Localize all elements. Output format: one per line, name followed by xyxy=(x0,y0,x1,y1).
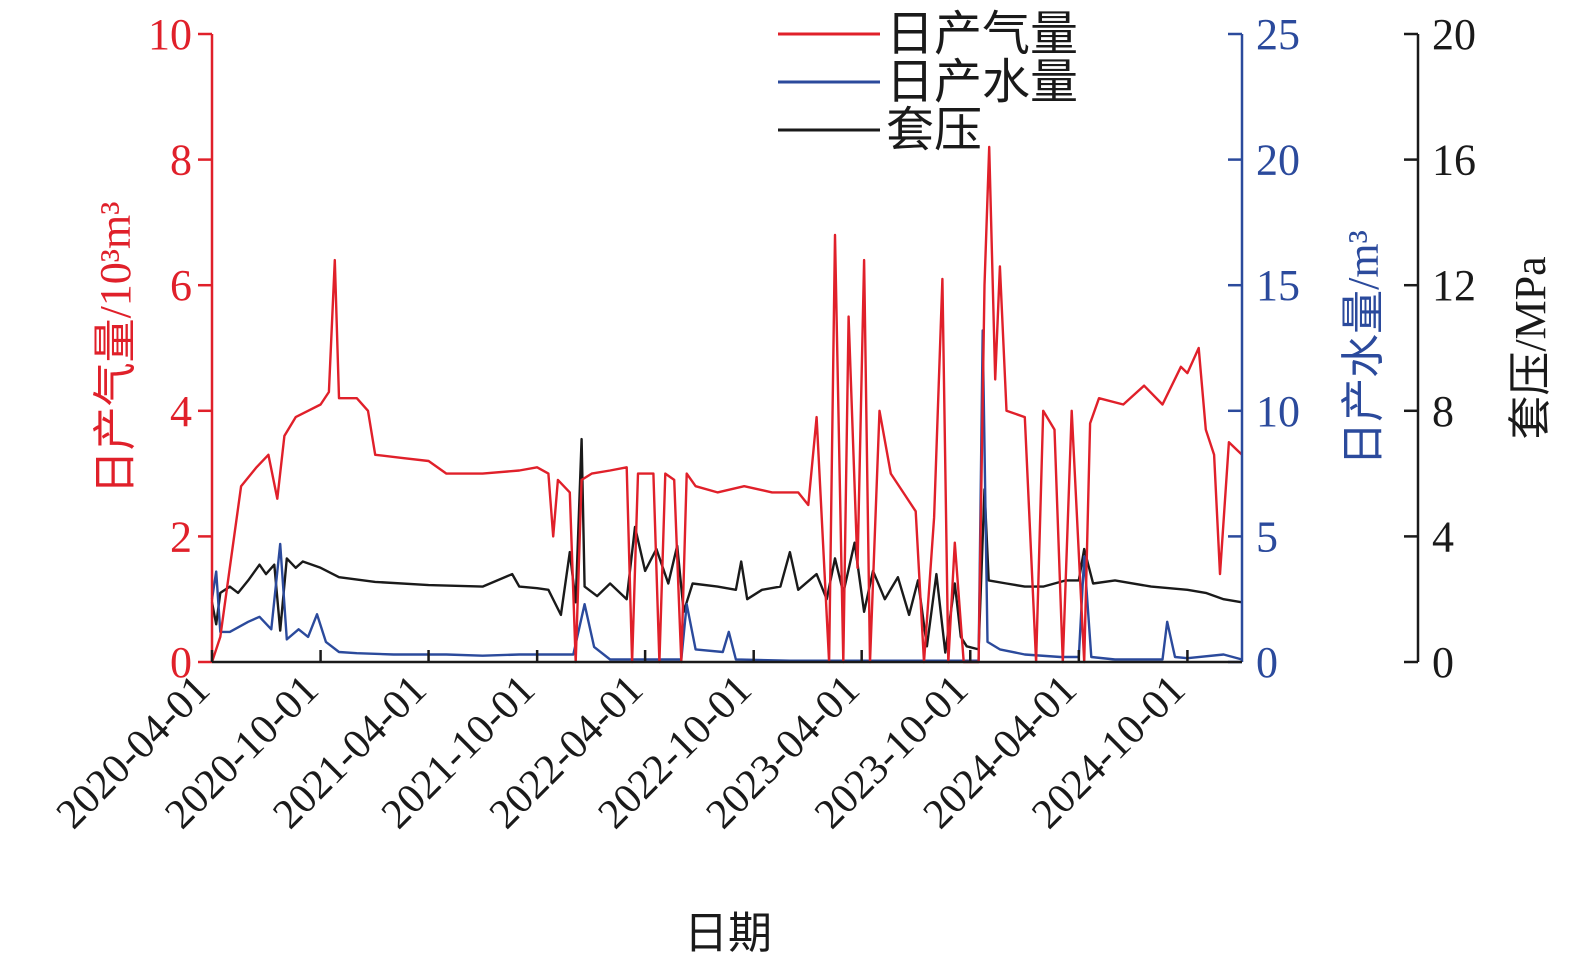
y-tick-label-water: 20 xyxy=(1256,136,1300,185)
y-tick-label-gas: 4 xyxy=(170,387,192,436)
series-line-gas xyxy=(210,145,1243,664)
axes-layer: 024681005101520250481216202020-04-012020… xyxy=(48,10,1476,838)
y-tick-label-water: 10 xyxy=(1256,387,1300,436)
legend: 日产气量 日产水量 套压 xyxy=(778,8,1078,157)
y-tick-label-water: 15 xyxy=(1256,261,1300,310)
y-axis-title-gas: 日产气量/10³m³ xyxy=(91,202,140,495)
y-tick-label-pressure: 4 xyxy=(1432,512,1454,561)
y-axis-title-water: 日产水量/m³ xyxy=(1339,230,1388,466)
x-axis-title: 日期 xyxy=(684,909,772,958)
y-tick-label-gas: 0 xyxy=(170,638,192,687)
series-line-pressure xyxy=(210,437,1243,654)
y-tick-label-pressure: 8 xyxy=(1432,387,1454,436)
series-layer xyxy=(210,145,1243,664)
y-axis-title-pressure: 套压/MPa xyxy=(1506,256,1555,439)
legend-label-gas: 日产气量 xyxy=(886,8,1078,61)
y-tick-label-gas: 6 xyxy=(170,261,192,310)
y-tick-label-pressure: 0 xyxy=(1432,638,1454,687)
y-tick-label-gas: 2 xyxy=(170,512,192,561)
y-tick-label-pressure: 16 xyxy=(1432,136,1476,185)
y-tick-label-water: 5 xyxy=(1256,512,1278,561)
y-tick-label-gas: 8 xyxy=(170,136,192,185)
y-tick-label-water: 0 xyxy=(1256,638,1278,687)
y-tick-label-gas: 10 xyxy=(148,10,192,59)
y-tick-label-pressure: 12 xyxy=(1432,261,1476,310)
y-tick-label-pressure: 20 xyxy=(1432,10,1476,59)
y-tick-label-water: 25 xyxy=(1256,10,1300,59)
legend-label-pressure: 套压 xyxy=(886,104,982,157)
legend-label-water: 日产水量 xyxy=(886,56,1078,109)
